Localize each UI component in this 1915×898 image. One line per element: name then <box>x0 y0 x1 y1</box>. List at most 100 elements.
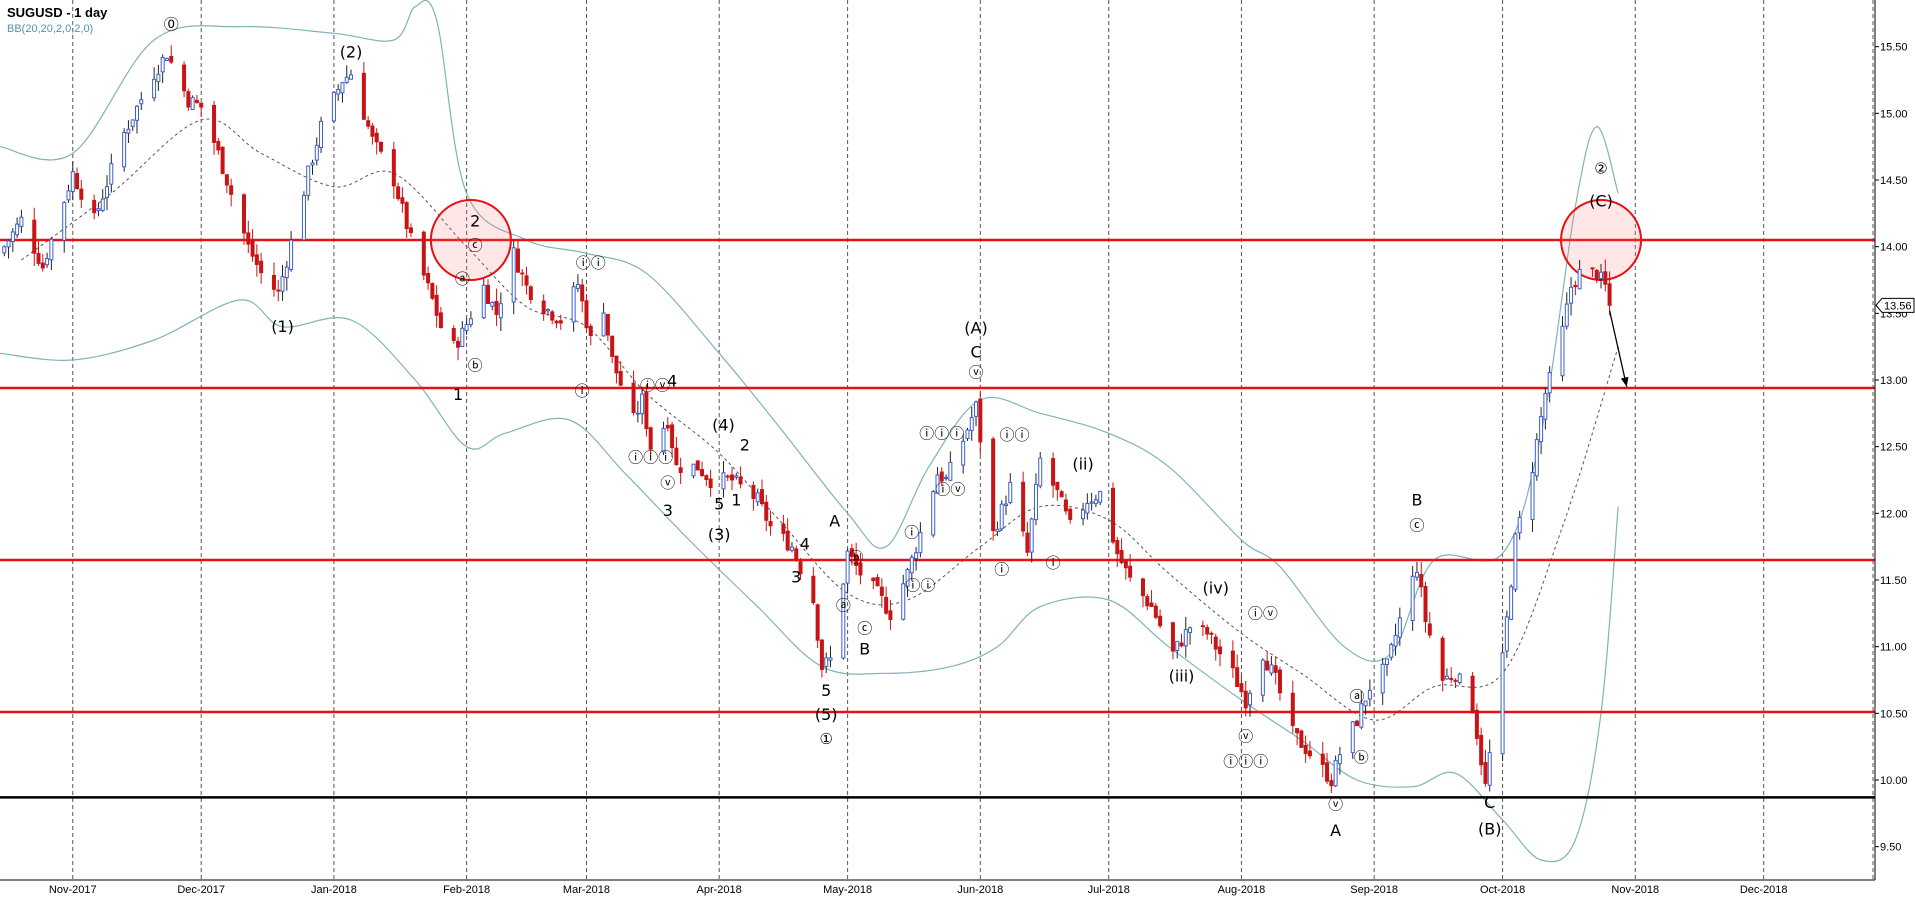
candle-up <box>190 97 195 110</box>
candle-up <box>331 91 336 122</box>
candle-up <box>1384 658 1389 666</box>
x-tick-label: Nov-2018 <box>1611 884 1659 896</box>
y-tick-label: 12.00 <box>1880 508 1908 520</box>
candle-up <box>1414 571 1419 578</box>
candle-up <box>948 461 953 481</box>
candle-down <box>665 424 670 429</box>
candle-up <box>1564 303 1569 327</box>
candle-up <box>1517 516 1522 534</box>
candle-down <box>875 576 880 587</box>
candle-down <box>1355 720 1360 727</box>
x-tick-label: Feb-2018 <box>443 884 490 896</box>
candle-up <box>1003 503 1008 507</box>
candle-down <box>1603 271 1608 285</box>
candle-down <box>1218 646 1223 655</box>
candle-down <box>194 99 199 103</box>
candle-down <box>785 530 790 551</box>
candle-up <box>481 284 486 319</box>
last-price-label: 13.56 <box>1884 300 1912 312</box>
candle-up <box>490 302 495 307</box>
projection-arrow <box>1608 310 1628 387</box>
wave-label: A <box>829 512 840 531</box>
candle-down <box>764 501 769 521</box>
wave-label: ⓘ <box>994 561 1009 579</box>
candle-up <box>306 165 311 196</box>
candle-up <box>1599 271 1604 279</box>
wave-label: (2) <box>340 42 363 61</box>
wave-label: (iii) <box>1169 666 1195 685</box>
candle-down <box>978 398 983 443</box>
wave-label: (5) <box>815 705 838 724</box>
candle-down <box>182 64 187 92</box>
candle-up <box>314 144 319 161</box>
wave-label: 3 <box>663 501 673 520</box>
wave-label: ⓘⓥ <box>1248 605 1278 623</box>
candle-down <box>1299 730 1304 748</box>
candle-up <box>1089 501 1094 504</box>
candle-up <box>45 258 50 266</box>
candle-up <box>1380 663 1385 694</box>
candle-up <box>340 82 345 94</box>
candle-down <box>605 313 610 336</box>
candle-down <box>1119 550 1124 564</box>
candle-up <box>66 190 71 201</box>
candle-down <box>1209 632 1214 635</box>
candle-up <box>1530 472 1535 521</box>
candle-down <box>40 262 45 269</box>
wave-label: (C) <box>1589 192 1613 211</box>
candle-up <box>999 503 1004 530</box>
wave-label: ⓐ <box>455 270 470 288</box>
candle-up <box>571 286 576 323</box>
candle-down <box>1277 669 1282 694</box>
x-tick-label: Dec-2017 <box>177 884 225 896</box>
candle-up <box>1033 483 1038 521</box>
candle-down <box>1295 728 1300 734</box>
candle-down <box>1051 458 1056 486</box>
candle-down <box>991 438 996 532</box>
candle-down <box>242 194 247 234</box>
wave-label: ⓥ <box>1328 795 1343 813</box>
candle-up <box>1393 634 1398 647</box>
candle-up <box>2 246 7 254</box>
candle-up <box>349 74 354 80</box>
wave-label: 2 <box>470 212 480 231</box>
candle-up <box>640 393 645 415</box>
projection-arrowhead <box>1620 376 1629 387</box>
wave-label: (1) <box>271 317 294 336</box>
candle-up <box>1093 499 1098 505</box>
candle-down <box>276 289 281 292</box>
candle-up <box>601 312 606 337</box>
candle-down <box>614 355 619 374</box>
candle-up <box>310 162 315 166</box>
candle-down <box>670 424 675 448</box>
candle-up <box>1175 640 1180 651</box>
candle-down <box>1059 491 1064 498</box>
wave-label: A <box>1330 821 1341 840</box>
candle-down <box>32 219 37 254</box>
candle-up <box>1410 575 1415 622</box>
candle-up <box>969 417 974 432</box>
candle-down <box>858 562 863 576</box>
candle-down <box>610 335 615 357</box>
candle-down <box>36 253 41 264</box>
candle-down <box>648 427 653 450</box>
candle-down <box>759 489 764 505</box>
wave-label: ⓘⓘⓘ <box>1223 753 1268 771</box>
candle-down <box>1474 709 1479 739</box>
candle-up <box>841 583 846 659</box>
candle-up <box>575 284 580 289</box>
candle-down <box>849 548 854 558</box>
wave-label: ⓥ <box>969 363 984 381</box>
candle-down <box>1063 499 1068 512</box>
candle-down <box>212 104 217 143</box>
candle-up <box>1085 503 1090 514</box>
candle-down <box>391 149 396 187</box>
candle-up <box>498 303 503 319</box>
candle-up <box>96 208 101 211</box>
candle-down <box>584 300 589 329</box>
candle-up <box>1350 721 1355 754</box>
candle-down <box>1111 487 1116 543</box>
candle-up <box>164 58 169 62</box>
